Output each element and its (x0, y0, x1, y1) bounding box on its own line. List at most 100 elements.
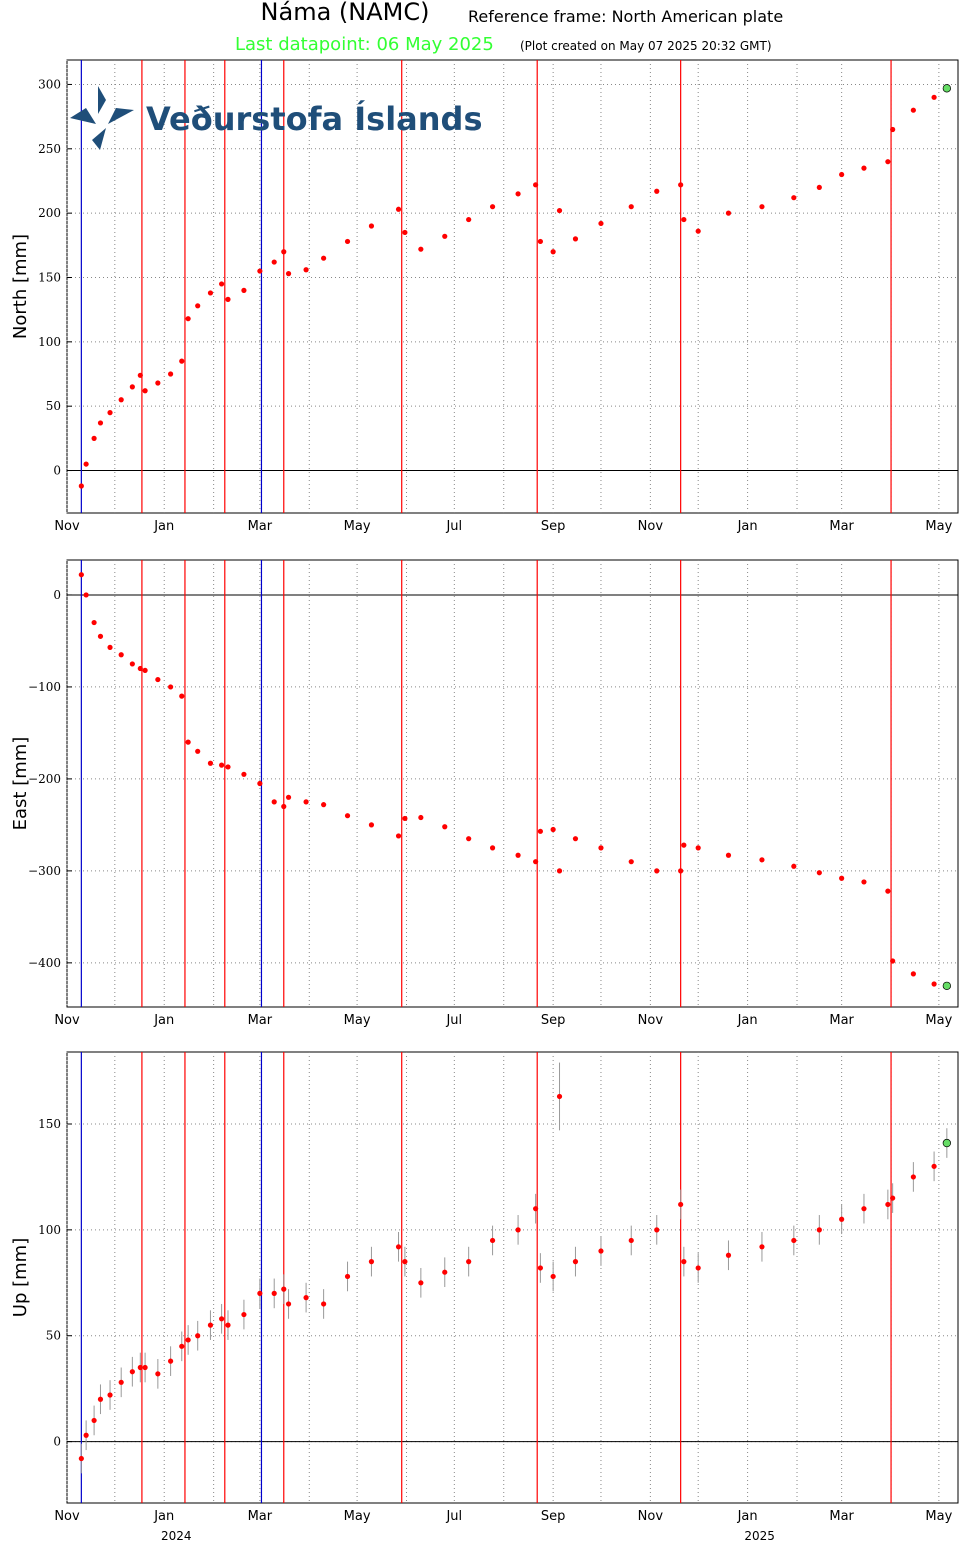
x-tick-label: Mar (248, 519, 273, 534)
data-point (861, 1206, 867, 1212)
y-tick-label: −100 (28, 680, 61, 694)
y-tick-label: 250 (38, 142, 61, 156)
data-point (816, 184, 822, 191)
data-point (285, 1301, 292, 1307)
data-point (219, 1316, 225, 1322)
data-point (537, 1265, 543, 1271)
data-point (257, 268, 263, 274)
y-axis-label: East [mm] (10, 737, 31, 831)
data-point (681, 216, 687, 223)
data-point (791, 863, 797, 869)
data-point (303, 799, 309, 805)
data-point (598, 1248, 604, 1254)
x-tick-label: Mar (248, 1509, 273, 1524)
data-point (861, 165, 867, 171)
y-tick-label: 0 (53, 588, 61, 602)
data-point (78, 572, 84, 578)
data-point (281, 803, 287, 810)
data-point (678, 182, 684, 188)
data-point (395, 833, 402, 839)
logo-shape (108, 108, 134, 124)
panel: 0 50 100 150 Nov Jan Mar May Jul Sep Nov Jan Mar May 2… (10, 1051, 959, 1543)
data-point (168, 371, 174, 377)
data-point (695, 1265, 701, 1271)
data-point (91, 435, 97, 441)
x-tick-label: Jan (153, 519, 174, 534)
data-point (725, 210, 732, 216)
data-point (155, 676, 161, 683)
data-point (107, 1392, 113, 1398)
y-tick-label: 50 (46, 1329, 61, 1343)
y-axis-label: Up [mm] (10, 1238, 31, 1317)
reference-frame: Reference frame: North American plate (468, 7, 783, 26)
data-point (137, 1364, 143, 1371)
data-point (168, 1358, 174, 1364)
data-point (791, 195, 797, 201)
data-point (225, 764, 231, 770)
x-tick-label: Jan (153, 1509, 174, 1524)
data-point (442, 824, 448, 830)
data-point (281, 249, 287, 255)
x-tick-label: May (925, 1013, 952, 1028)
x-tick-label: Sep (541, 1509, 566, 1524)
title: Náma (NAMC) (261, 0, 430, 26)
x-tick-label: Nov (638, 519, 664, 534)
logo-shape (70, 108, 96, 124)
data-point (129, 1369, 135, 1375)
data-point (725, 852, 732, 858)
x-tick-label: Nov (54, 519, 80, 534)
data-point (344, 238, 351, 245)
data-point (678, 868, 684, 874)
y-tick-label: −400 (28, 956, 61, 970)
data-point (931, 94, 937, 100)
data-point (598, 845, 604, 851)
data-point (759, 204, 765, 210)
data-point (931, 981, 937, 987)
data-point (402, 815, 408, 822)
data-point (598, 220, 604, 227)
x-tick-label: Jan (737, 1509, 758, 1524)
logo-shape (98, 86, 106, 114)
data-point (654, 188, 660, 194)
data-point (791, 1237, 797, 1244)
data-point (241, 771, 247, 777)
data-point (303, 267, 309, 273)
data-point (142, 667, 148, 673)
x-tick-label: Jan (737, 1013, 758, 1028)
data-point (550, 1273, 556, 1280)
plot-area (66, 559, 959, 1008)
data-point (515, 852, 521, 858)
data-point (137, 372, 143, 378)
data-point (885, 1201, 891, 1208)
data-point (839, 1216, 845, 1222)
data-point (344, 1273, 351, 1280)
logo-text: Veðurstofa Íslands (146, 100, 483, 138)
y-axis-label: North [mm] (10, 234, 31, 339)
logo-shape (92, 128, 106, 150)
data-point (556, 868, 563, 874)
y-tick-label: 50 (46, 399, 61, 413)
data-point (942, 981, 951, 990)
x-tick-label: Jul (445, 1013, 462, 1028)
data-point (321, 1301, 327, 1307)
data-point (466, 1259, 472, 1265)
data-point (402, 1259, 408, 1265)
data-point (489, 845, 496, 851)
panel: 0 50 100 150 200 250 300 Nov Jan Mar May Jul Sep Nov J… (10, 59, 959, 534)
data-point (442, 233, 448, 239)
data-point (142, 1364, 148, 1371)
data-point (78, 483, 84, 489)
data-point (942, 1138, 951, 1148)
data-point (155, 380, 161, 386)
data-point (515, 191, 521, 197)
data-point (695, 228, 701, 234)
x-tick-label: Nov (54, 1509, 80, 1524)
x-tick-label: Mar (829, 1013, 854, 1028)
x-tick-label: May (344, 519, 371, 534)
data-point (107, 644, 113, 650)
x-tick-label: May (344, 1013, 371, 1028)
x-tick-label: Mar (248, 1013, 273, 1028)
data-point (395, 206, 402, 212)
x-tick-label: Nov (638, 1509, 664, 1524)
data-point (91, 619, 97, 626)
